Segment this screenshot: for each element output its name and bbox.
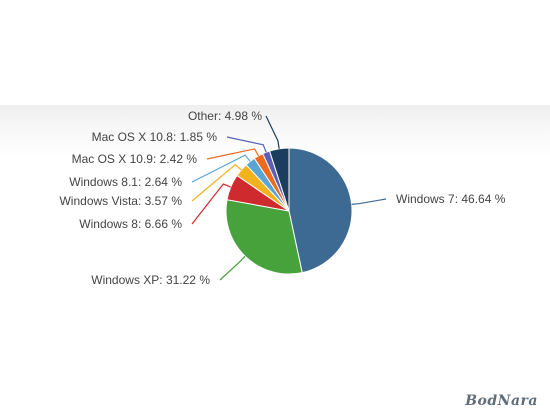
leader-line-mac-os-x-10-8 — [226, 136, 267, 153]
data-label-windows-vista: Windows Vista: 3.57 % — [59, 194, 182, 208]
leader-lines — [191, 115, 387, 281]
data-label-windows-xp: Windows XP: 31.22 % — [91, 273, 210, 287]
leader-line-windows-8 — [191, 183, 231, 225]
data-labels: Windows 7: 46.64 % Windows XP: 31.22 % Win… — [59, 109, 505, 287]
data-label-windows-8-1: Windows 8.1: 2.64 % — [69, 175, 182, 189]
pie-slices — [225, 147, 353, 275]
leader-line-mac-os-x-10-9 — [206, 148, 260, 160]
data-label-windows-7: Windows 7: 46.64 % — [396, 192, 506, 206]
leader-line-other — [265, 115, 280, 149]
pie-slice-windows-xp — [225, 199, 303, 275]
watermark: BodNara — [465, 393, 538, 409]
leader-line-windows-xp — [219, 255, 246, 281]
leader-line-windows-8-1 — [191, 154, 251, 183]
leader-line-windows-vista — [191, 163, 242, 202]
leader-line-windows-7 — [351, 198, 387, 205]
data-label-mac-os-x-10-9: Mac OS X 10.9: 2.42 % — [72, 152, 198, 166]
data-label-windows-8: Windows 8: 6.66 % — [79, 217, 182, 231]
data-label-mac-os-x-10-8: Mac OS X 10.8: 1.85 % — [92, 130, 218, 144]
data-label-other: Other: 4.98 % — [188, 109, 262, 123]
